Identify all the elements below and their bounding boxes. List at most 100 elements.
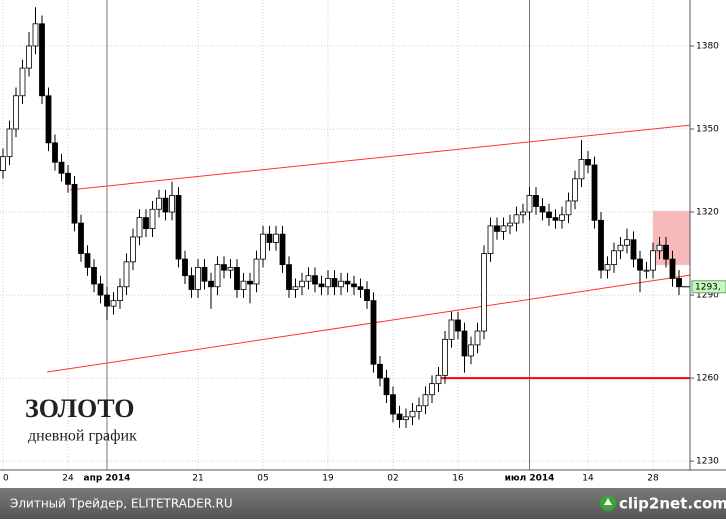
candle-body — [351, 283, 357, 288]
candle-body — [299, 280, 305, 288]
candle-body — [572, 178, 578, 202]
candle-body — [552, 217, 559, 221]
candle-body — [591, 164, 598, 221]
candle-body — [39, 23, 45, 97]
candle-body — [585, 159, 591, 166]
candle-body — [617, 244, 624, 252]
candle-body — [6, 128, 13, 158]
candle-body — [630, 239, 637, 260]
candle-body — [188, 275, 195, 290]
candle-body — [201, 266, 208, 282]
candle-body — [195, 266, 201, 290]
y-tick-label: 1230 — [696, 457, 719, 467]
candle-body — [650, 250, 656, 271]
candle-body — [507, 222, 513, 227]
x-tick-label: 14 — [582, 474, 594, 484]
candle-body — [481, 253, 487, 332]
candle-body — [357, 286, 364, 290]
candle-body — [169, 195, 175, 213]
candle-body — [45, 95, 52, 144]
candle-body — [461, 330, 468, 357]
footer-logo[interactable]: clip2net.com — [619, 495, 726, 513]
candle-body — [364, 289, 370, 302]
candle-body — [286, 264, 292, 290]
chart-subtitle: дневной график — [28, 428, 137, 445]
candle-body — [91, 266, 97, 285]
x-tick-label: 0 — [3, 474, 9, 484]
candle-body — [513, 214, 520, 224]
x-tick-label: 28 — [647, 474, 659, 484]
x-tick-label: 05 — [257, 474, 268, 484]
candle-body — [117, 286, 123, 302]
candle-body — [175, 195, 182, 260]
footer-text: Элитный Трейдер, ELITETRADER.RU — [10, 497, 233, 511]
candle-body — [435, 374, 442, 385]
candle-body — [0, 156, 6, 171]
candle-body — [533, 195, 539, 207]
candle-body — [565, 200, 572, 216]
candle-body — [526, 195, 533, 213]
x-tick-label: 24 — [62, 474, 74, 484]
candle-body — [383, 377, 390, 396]
candle-body — [240, 280, 247, 290]
last-price-label: 1293, — [695, 282, 721, 292]
candle-body — [58, 161, 65, 174]
candle-body — [377, 363, 383, 379]
candle-body — [182, 258, 188, 277]
candle-body — [292, 286, 299, 290]
candle-body — [234, 266, 240, 290]
y-tick-label: 1260 — [696, 374, 719, 384]
candle-body — [221, 264, 227, 271]
y-tick-label: 1320 — [696, 208, 719, 218]
candle-body — [448, 319, 455, 340]
candle-body — [546, 211, 552, 218]
y-tick-label: 1380 — [696, 41, 719, 51]
y-tick-label: 1290 — [696, 291, 719, 301]
candle-body — [52, 142, 58, 163]
candle-body — [227, 266, 234, 271]
trendline — [69, 124, 691, 191]
y-tick-label: 1350 — [696, 124, 719, 134]
candle-body — [104, 294, 110, 307]
candle-body — [455, 319, 461, 332]
candle-body — [578, 159, 585, 180]
candle-body — [143, 217, 149, 230]
candle-body — [71, 183, 78, 224]
candle-body — [656, 244, 663, 252]
candle-body — [422, 394, 429, 407]
candle-body — [676, 278, 682, 288]
candle-body — [390, 394, 396, 415]
candle-body — [162, 197, 169, 213]
candle-body — [396, 413, 403, 421]
candle-body — [312, 275, 318, 285]
candle-body — [637, 258, 643, 271]
x-tick-label: июл 2014 — [505, 474, 555, 484]
candle-body — [520, 211, 526, 216]
candle-body — [338, 280, 344, 288]
candle-body — [442, 338, 448, 376]
trendline — [47, 274, 691, 373]
candle-body — [487, 225, 494, 254]
candle-body — [273, 233, 279, 243]
candle-body — [247, 280, 253, 285]
candle-body — [305, 275, 312, 282]
candle-body — [539, 206, 546, 213]
candle-body — [32, 23, 39, 47]
candle-body — [325, 278, 331, 288]
candle-body — [149, 208, 156, 230]
x-tick-label: 21 — [192, 474, 203, 484]
candle-body — [84, 253, 91, 268]
candle-body — [318, 283, 325, 288]
candle-body — [559, 214, 565, 221]
candle-body — [65, 172, 71, 185]
candle-body — [156, 197, 162, 210]
candle-body — [663, 244, 669, 260]
candle-body — [26, 45, 32, 69]
plot-area — [0, 0, 691, 470]
candle-body — [344, 280, 351, 285]
candle-body — [494, 225, 500, 232]
candle-body — [279, 233, 286, 266]
candle-body — [611, 250, 617, 266]
candle-body — [123, 261, 130, 288]
